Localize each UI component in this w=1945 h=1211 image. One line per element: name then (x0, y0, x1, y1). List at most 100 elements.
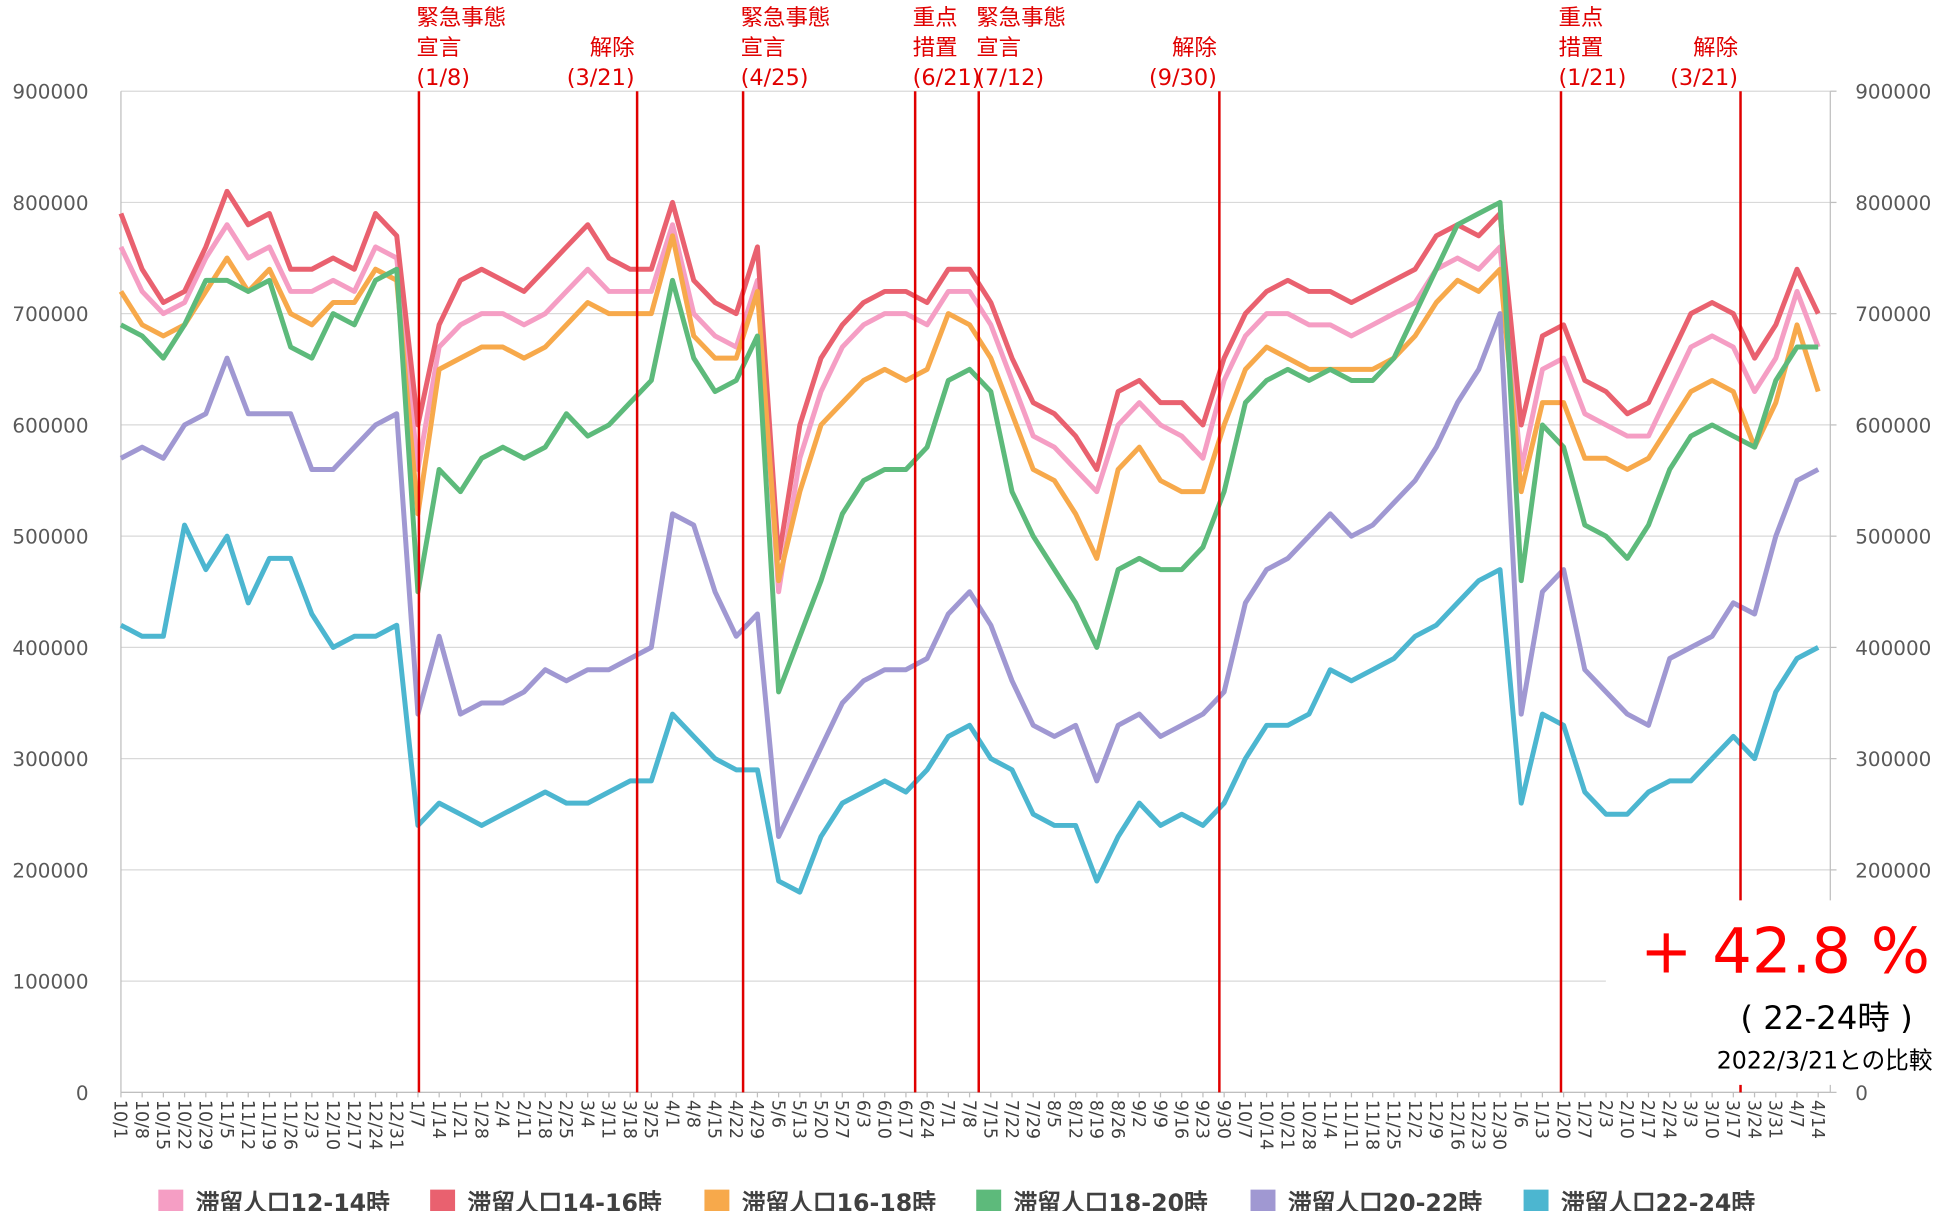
event-label: 措置 (1558, 35, 1603, 61)
x-tick-label: 1/21 (449, 1100, 469, 1139)
callout-period: ( 22-24時 ) (1740, 999, 1912, 1037)
x-tick-label: 5/13 (789, 1100, 809, 1139)
legend-swatch (158, 1189, 184, 1211)
x-tick-label: 1/13 (1531, 1100, 1551, 1139)
x-tick-label: 5/20 (810, 1100, 830, 1139)
x-tick-label: 10/8 (131, 1100, 151, 1139)
x-tick-label: 12/30 (1489, 1100, 1509, 1150)
event-label: 宣言 (741, 35, 786, 61)
event-label: 宣言 (976, 35, 1021, 61)
x-tick-label: 6/3 (852, 1100, 872, 1128)
x-tick-label: 10/15 (152, 1100, 172, 1150)
x-tick-label: 4/15 (704, 1100, 724, 1139)
x-tick-label: 6/24 (916, 1100, 936, 1139)
x-tick-label: 11/18 (1361, 1100, 1381, 1150)
x-tick-label: 8/26 (1107, 1100, 1127, 1139)
event-label: 宣言 (416, 35, 461, 61)
x-tick-label: 6/17 (895, 1100, 915, 1139)
event-label: 重点 (1558, 5, 1603, 31)
callout-box (1605, 900, 1945, 1085)
x-tick-label: 10/28 (1298, 1100, 1318, 1150)
y-tick-label: 300000 (12, 747, 88, 771)
x-tick-label: 12/3 (301, 1100, 321, 1139)
x-tick-label: 11/26 (279, 1100, 299, 1150)
x-tick-label: 7/22 (1001, 1100, 1021, 1139)
x-tick-label: 2/18 (534, 1100, 554, 1139)
x-tick-label: 12/24 (364, 1100, 384, 1150)
x-tick-label: 3/11 (598, 1100, 618, 1139)
legend-label: 滞留人口20-22時 (1288, 1189, 1482, 1211)
legend-label: 滞留人口14-16時 (468, 1189, 662, 1211)
x-tick-label: 3/18 (619, 1100, 639, 1139)
legend-label: 滞留人口18-20時 (1014, 1189, 1208, 1211)
y-tick-label: 400000 (12, 636, 88, 660)
y2-tick-label: 500000 (1855, 525, 1931, 549)
legend-swatch (1250, 1189, 1276, 1211)
x-tick-label: 7/8 (958, 1100, 978, 1128)
x-tick-label: 1/27 (1574, 1100, 1594, 1139)
y-tick-label: 0 (76, 1081, 89, 1105)
x-tick-label: 1/28 (470, 1100, 490, 1139)
callout-change: + 42.8 % (1640, 915, 1930, 988)
series-line (119, 199, 1819, 695)
x-tick-label: 12/2 (1404, 1100, 1424, 1139)
x-tick-label: 9/2 (1128, 1100, 1148, 1128)
y-tick-label: 900000 (12, 80, 88, 104)
x-tick-label: 8/19 (1086, 1100, 1106, 1139)
x-tick-label: 10/22 (173, 1100, 193, 1150)
x-tick-label: 12/16 (1446, 1100, 1466, 1150)
x-tick-label: 2/10 (1616, 1100, 1636, 1139)
x-tick-label: 12/31 (386, 1100, 406, 1150)
y-tick-label: 100000 (12, 970, 88, 994)
y2-tick-label: 300000 (1855, 747, 1931, 771)
event-label: 解除 (1172, 35, 1217, 61)
event-label: 緊急事態 (976, 5, 1066, 31)
y2-tick-label: 400000 (1855, 636, 1931, 660)
x-tick-label: 9/9 (1149, 1100, 1169, 1128)
x-tick-label: 12/10 (322, 1100, 342, 1150)
x-tick-label: 12/23 (1468, 1100, 1488, 1150)
event-label: (3/21) (567, 65, 635, 91)
x-tick-label: 10/14 (1255, 1100, 1275, 1150)
event-label: 解除 (590, 35, 635, 61)
x-tick-label: 1/6 (1510, 1100, 1530, 1128)
event-label: (4/25) (741, 65, 809, 91)
y2-tick-label: 900000 (1855, 80, 1931, 104)
x-tick-label: 12/9 (1425, 1100, 1445, 1139)
x-tick-label: 3/24 (1743, 1100, 1763, 1139)
y-tick-label: 700000 (12, 302, 88, 326)
legend-swatch (430, 1189, 456, 1211)
x-tick-label: 8/5 (1043, 1100, 1063, 1128)
legend-swatch (976, 1189, 1002, 1211)
event-label: (6/21) (913, 65, 981, 91)
x-tick-label: 4/22 (725, 1100, 745, 1139)
event-label: (1/21) (1558, 65, 1626, 91)
x-tick-label: 11/5 (216, 1100, 236, 1139)
series-line (119, 311, 1820, 840)
x-tick-label: 4/1 (661, 1100, 681, 1128)
x-tick-label: 3/4 (576, 1100, 596, 1128)
x-tick-label: 2/25 (555, 1100, 575, 1139)
x-tick-label: 1/7 (407, 1100, 427, 1128)
series-line (118, 222, 1821, 595)
x-tick-label: 10/1 (110, 1100, 130, 1139)
x-tick-label: 4/29 (746, 1100, 766, 1139)
series-line (118, 188, 1821, 561)
x-tick-label: 11/25 (1383, 1100, 1403, 1150)
x-tick-label: 7/1 (937, 1100, 957, 1128)
x-tick-label: 9/30 (1213, 1100, 1233, 1139)
x-tick-label: 2/4 (492, 1100, 512, 1128)
x-tick-label: 7/29 (1022, 1100, 1042, 1139)
event-label: (1/8) (416, 65, 470, 91)
x-tick-label: 3/25 (640, 1100, 660, 1139)
x-tick-label: 9/23 (1192, 1100, 1212, 1139)
x-tick-label: 6/10 (873, 1100, 893, 1139)
x-tick-label: 7/15 (980, 1100, 1000, 1139)
legend-label: 滞留人口16-18時 (742, 1189, 936, 1211)
x-tick-label: 11/19 (258, 1100, 278, 1150)
x-tick-label: 11/12 (237, 1100, 257, 1150)
event-label: (9/30) (1149, 65, 1217, 91)
series-line (118, 233, 1821, 584)
